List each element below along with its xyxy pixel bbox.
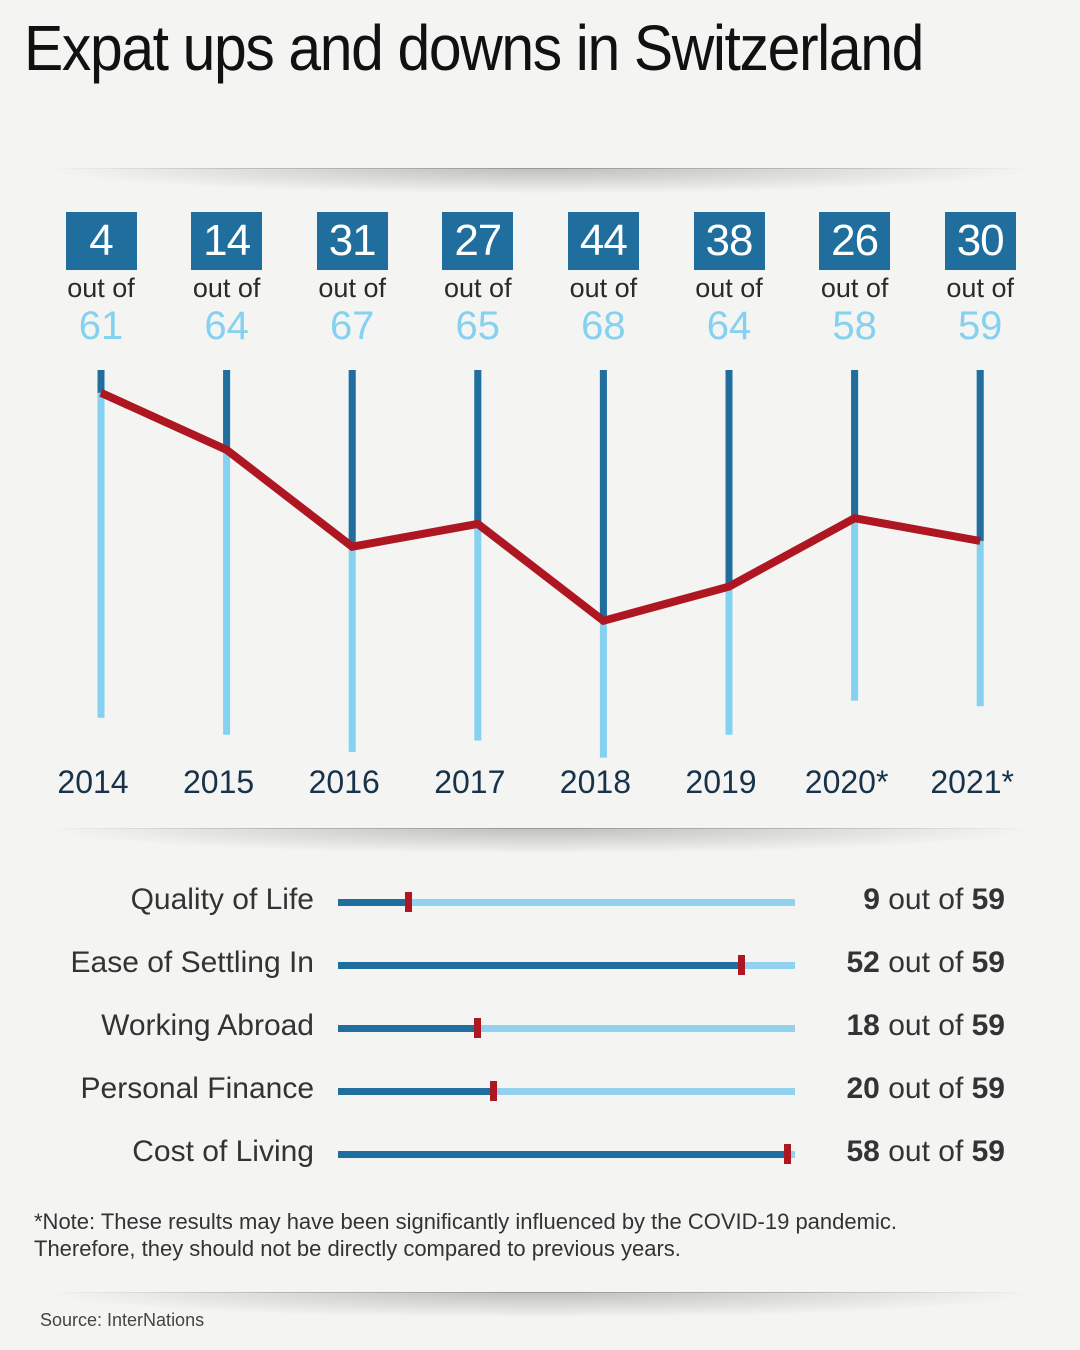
year-header: 31 out of 67 bbox=[302, 212, 402, 348]
total-value: 59 bbox=[971, 1009, 1005, 1042]
rank-marker bbox=[489, 1081, 497, 1101]
rank-box: 44 bbox=[567, 212, 639, 270]
category-label: Working Abroad bbox=[101, 1009, 314, 1042]
total-value: 59 bbox=[971, 946, 1005, 979]
out-of-label: out of bbox=[820, 273, 889, 303]
bar-track bbox=[338, 892, 795, 912]
out-of-label: out of bbox=[67, 273, 135, 303]
out-of-label: out of bbox=[318, 273, 386, 303]
total-countries: 64 bbox=[204, 304, 249, 348]
rank-box: 31 bbox=[316, 212, 388, 270]
divider-middle bbox=[45, 828, 1035, 854]
category-label: Quality of Life bbox=[130, 883, 314, 916]
category-value: 18 out of 59 bbox=[847, 1009, 1006, 1043]
divider-bottom bbox=[45, 1292, 1035, 1318]
year-label: 2020* bbox=[804, 764, 889, 800]
rank-marker bbox=[404, 892, 412, 912]
rank-trend-line bbox=[99, 389, 981, 626]
rank-box: 30 bbox=[944, 212, 1016, 270]
out-of-label: out of bbox=[946, 273, 1014, 303]
rank-box: 4 bbox=[65, 212, 137, 270]
year-header: 30 out of 59 bbox=[930, 212, 1030, 348]
category-label: Ease of Settling In bbox=[70, 946, 315, 979]
category-label: Personal Finance bbox=[80, 1072, 314, 1105]
total-countries: 58 bbox=[832, 304, 877, 348]
total-countries: 61 bbox=[78, 304, 124, 348]
category-value: 52 out of 59 bbox=[847, 946, 1006, 980]
year-header: 26 out of 58 bbox=[805, 212, 905, 348]
bar-fill bbox=[338, 899, 408, 906]
total-countries: 65 bbox=[455, 304, 501, 348]
category-value: 58 out of 59 bbox=[847, 1135, 1006, 1169]
total-value: 59 bbox=[971, 1135, 1005, 1168]
rank-marker bbox=[474, 1018, 482, 1038]
rank-value: 9 bbox=[863, 883, 880, 916]
total-value: 59 bbox=[971, 1072, 1005, 1105]
year-label: 2019 bbox=[685, 764, 757, 800]
footnote: *Note: These results may have been signi… bbox=[34, 1208, 897, 1262]
year-header: 14 out of 64 bbox=[177, 212, 277, 348]
bar-track bbox=[338, 1081, 795, 1101]
rank-value: 18 bbox=[846, 1009, 880, 1042]
category-label: Cost of Living bbox=[132, 1135, 314, 1168]
year-label: 2015 bbox=[183, 764, 255, 800]
bar-track bbox=[338, 1144, 795, 1164]
year-header: 38 out of 64 bbox=[679, 212, 779, 348]
out-of-label: out of bbox=[888, 1135, 964, 1168]
out-of-label: out of bbox=[192, 273, 261, 303]
source-credit: Source: InterNations bbox=[40, 1310, 205, 1330]
rank-value: 52 bbox=[846, 946, 880, 979]
total-countries: 68 bbox=[581, 304, 626, 348]
rank-box: 38 bbox=[693, 212, 765, 270]
year-label: 2016 bbox=[308, 764, 380, 800]
rank-marker bbox=[737, 955, 745, 975]
total-countries: 59 bbox=[957, 304, 1003, 348]
out-of-label: out of bbox=[888, 1009, 964, 1042]
year-header: 44 out of 68 bbox=[553, 212, 653, 348]
total-countries: 67 bbox=[329, 304, 375, 348]
bar-fill bbox=[338, 1088, 493, 1095]
out-of-label: out of bbox=[695, 273, 763, 303]
bar-fill bbox=[338, 1151, 788, 1158]
rank-box: 26 bbox=[819, 212, 891, 270]
year-label: 2014 bbox=[57, 764, 129, 800]
bar-track bbox=[338, 1018, 795, 1038]
year-header: 27 out of 65 bbox=[428, 212, 528, 348]
out-of-label: out of bbox=[888, 883, 964, 916]
total-countries: 64 bbox=[706, 304, 752, 348]
bar-fill bbox=[338, 962, 741, 969]
rank-marker bbox=[784, 1144, 792, 1164]
divider-top bbox=[45, 168, 1035, 194]
rank-value: 20 bbox=[846, 1072, 880, 1105]
rank-value: 58 bbox=[846, 1135, 880, 1168]
rank-box: 27 bbox=[442, 212, 514, 270]
rank-box: 14 bbox=[191, 212, 263, 270]
year-label: 2021* bbox=[930, 764, 1014, 800]
year-header: 4 out of 61 bbox=[51, 212, 151, 348]
out-of-label: out of bbox=[888, 1072, 964, 1105]
year-label: 2017 bbox=[434, 764, 506, 800]
rank-line-chart bbox=[97, 370, 984, 758]
year-label: 2018 bbox=[559, 764, 631, 800]
bar-fill bbox=[338, 1025, 478, 1032]
out-of-label: out of bbox=[888, 946, 964, 979]
footnote-line-2: Therefore, they should not be directly c… bbox=[34, 1236, 681, 1261]
chart-title: Expat ups and downs in Switzerland bbox=[24, 12, 924, 84]
out-of-label: out of bbox=[444, 273, 512, 303]
category-value: 9 out of 59 bbox=[863, 883, 1005, 917]
out-of-label: out of bbox=[569, 273, 638, 303]
total-value: 59 bbox=[971, 883, 1005, 916]
bar-track bbox=[338, 955, 795, 975]
footnote-line-1: *Note: These results may have been signi… bbox=[34, 1209, 897, 1234]
category-value: 20 out of 59 bbox=[847, 1072, 1006, 1106]
